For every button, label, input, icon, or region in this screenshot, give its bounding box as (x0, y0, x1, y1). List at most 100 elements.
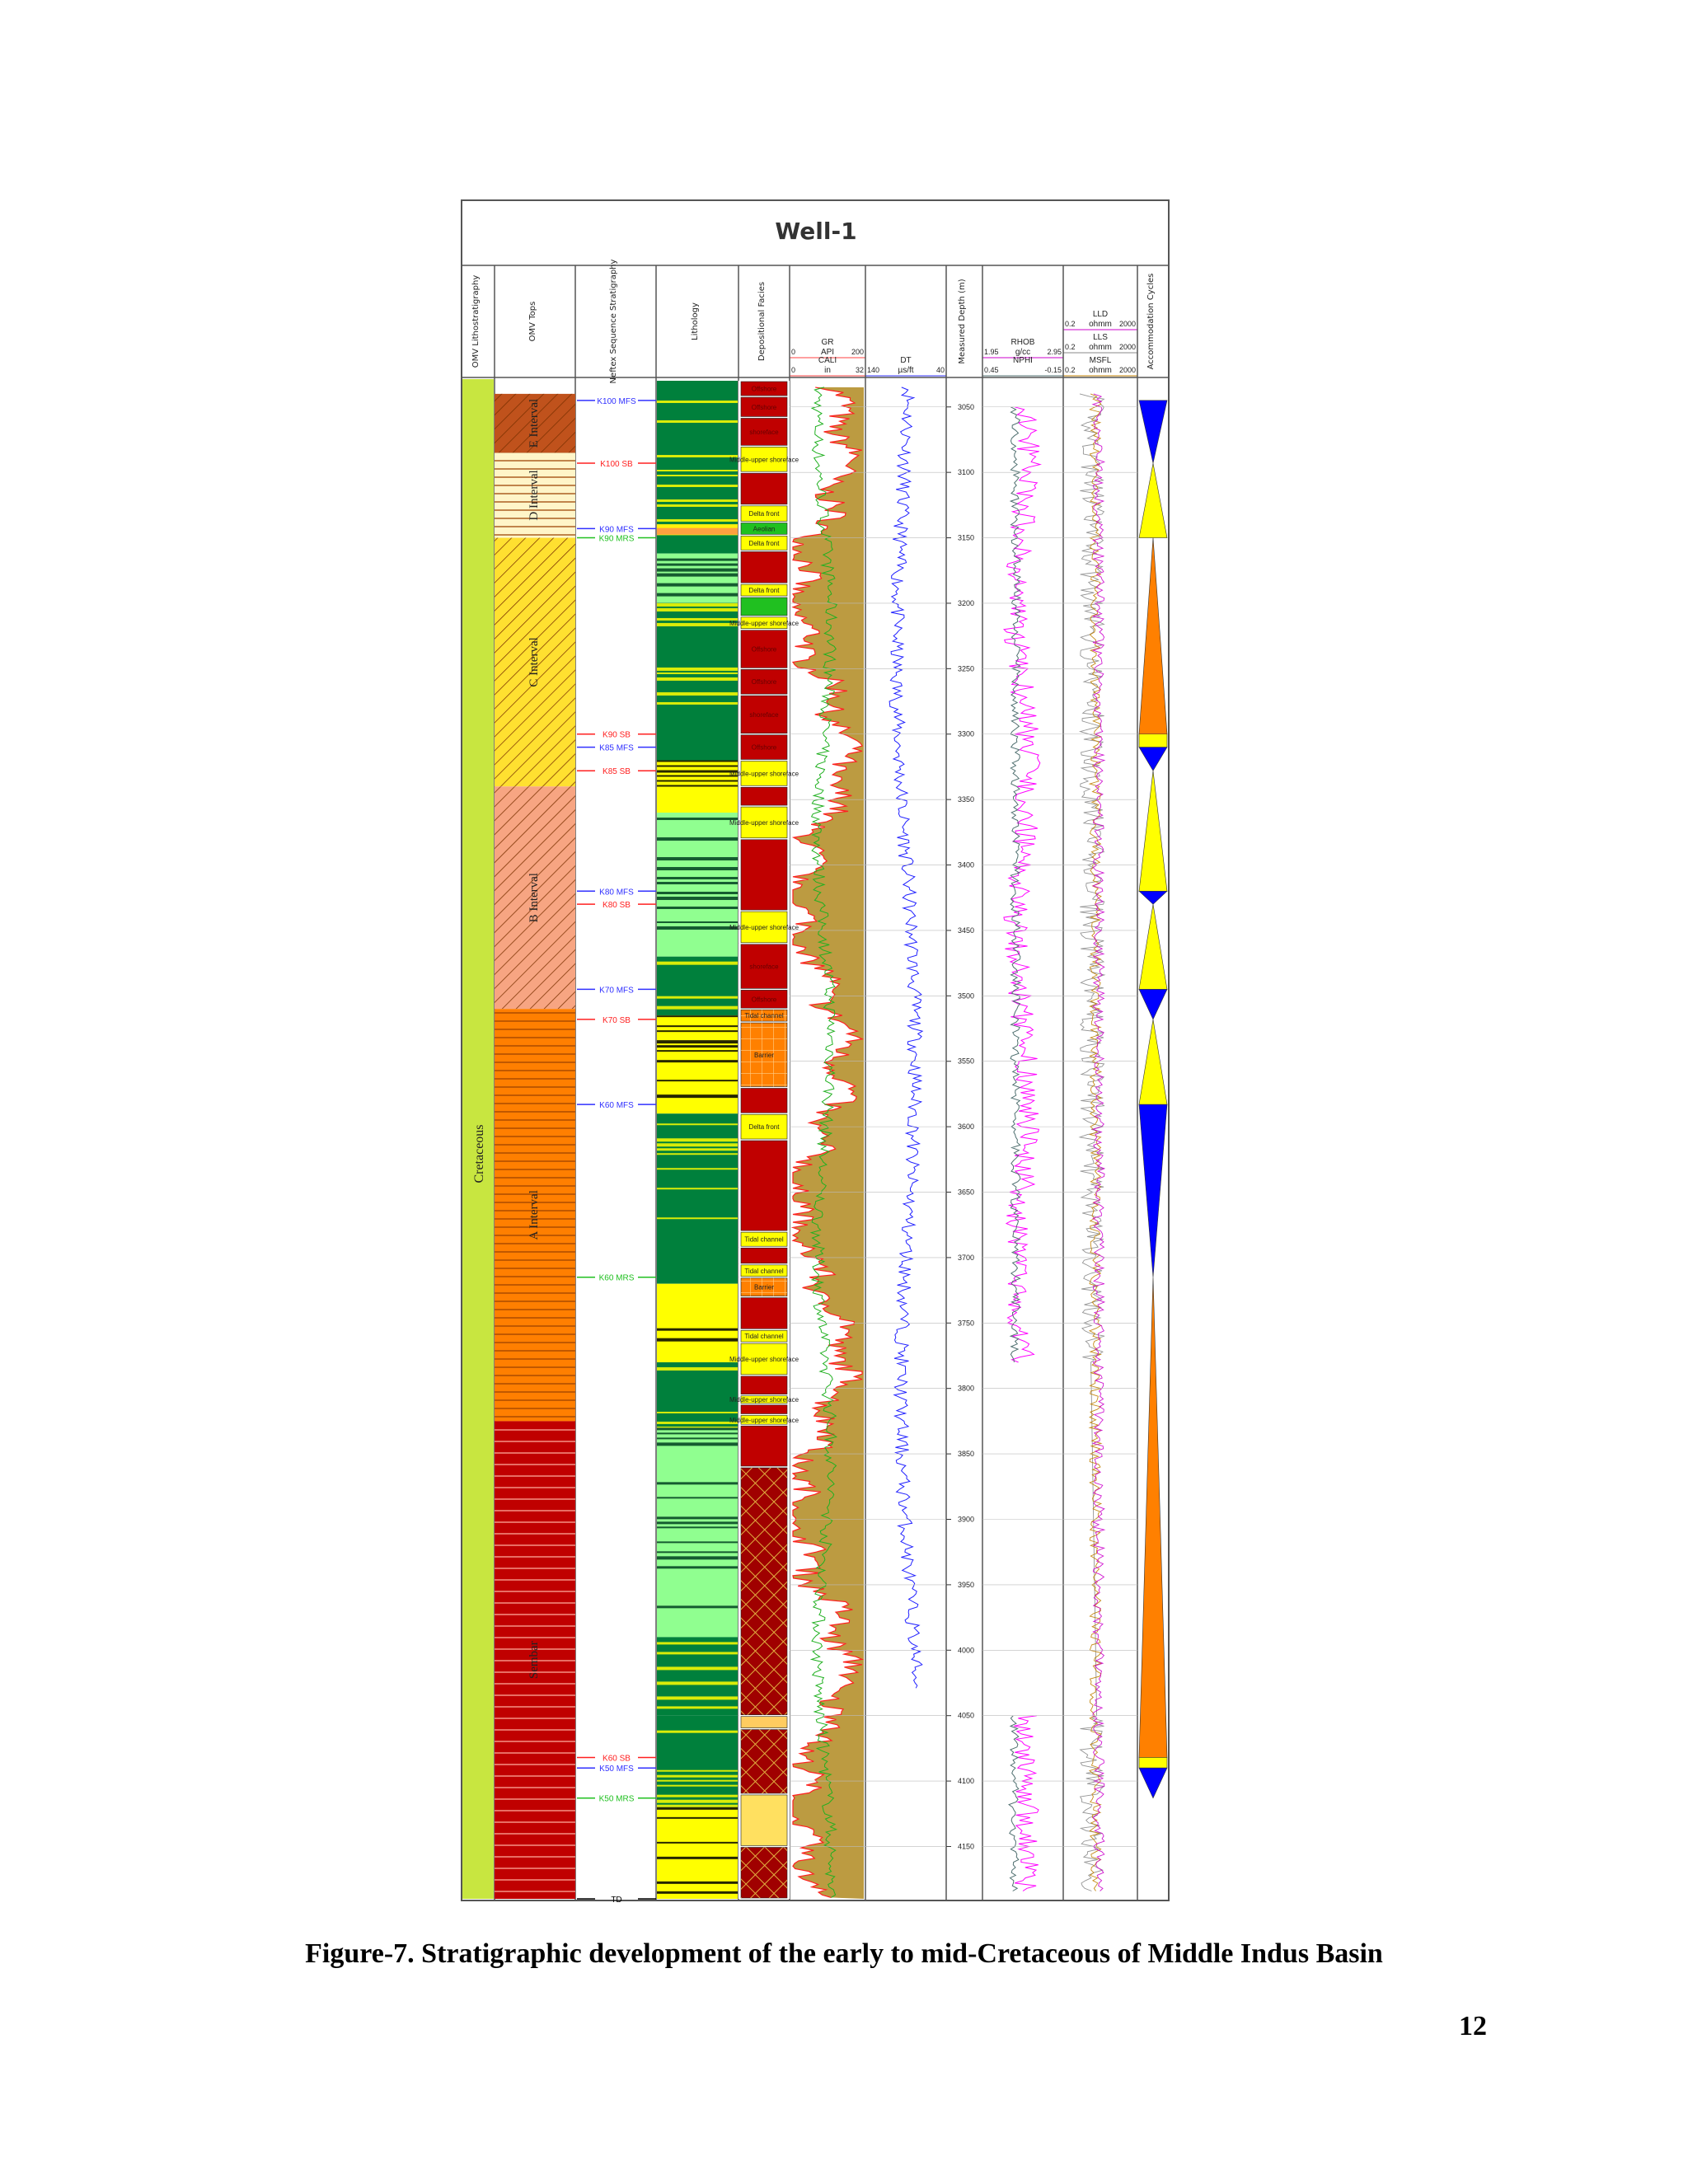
curve-name: LLD (1093, 310, 1108, 319)
omv-interval-label: Sembar (528, 1641, 541, 1679)
accommodation-cycle (1138, 733, 1168, 748)
facies-label: Offshore (752, 996, 777, 1003)
facies-label: Middle-upper shoreface (729, 1417, 799, 1424)
facies-block (740, 1376, 788, 1394)
curve-min: 0.2 (1065, 343, 1076, 351)
facies-block (740, 1140, 788, 1231)
curve-unit: ohmm (1089, 320, 1112, 329)
depth-tick-label: 3050 (958, 403, 974, 411)
facies-block (740, 695, 788, 734)
facies-block (740, 1404, 788, 1414)
facies-label: Middle-upper shoreface (729, 1356, 799, 1363)
track-header: Measured Depth (m) (958, 279, 967, 363)
sequence-top-label: K80 MFS (599, 888, 634, 897)
facies-label: Middle-upper shoreface (729, 819, 799, 827)
curve-max: 200 (851, 348, 864, 356)
depth-tick-label: 3700 (958, 1254, 974, 1262)
track-header: Accommodation Cycles (1146, 274, 1156, 370)
accommodation-cycle (1138, 1757, 1168, 1769)
sequence-top-label: TD (611, 1896, 621, 1905)
depth-tick-label: 3550 (958, 1057, 974, 1066)
facies-block (740, 583, 788, 597)
depth-tick-label: 3400 (958, 861, 974, 869)
sequence-top-label: K70 SB (603, 1016, 631, 1025)
figure-frame (461, 199, 1170, 1901)
facies-block (740, 630, 788, 668)
curve-min: 1.95 (984, 348, 999, 356)
curve-unit: in (824, 366, 831, 375)
facies-label: Tidal channel (744, 1268, 784, 1275)
depth-tick-label: 4050 (958, 1712, 974, 1720)
depth-tick-label: 3850 (958, 1450, 974, 1458)
lithology-block (657, 602, 738, 761)
facies-label: Middle-upper shoreface (729, 1396, 799, 1404)
lithostrat-label: Cretaceous (472, 1124, 486, 1183)
facies-label: Middle-upper shoreface (729, 924, 799, 931)
sequence-top-label: K90 MRS (599, 535, 635, 544)
sequence-top-label: K100 MFS (597, 397, 636, 406)
depth-tick-label: 3150 (958, 534, 974, 542)
facies-block (740, 523, 788, 535)
curve-min: 0 (791, 348, 795, 356)
facies-label: Offshore (752, 678, 777, 686)
track-headers: OMV Lithostratigraphy OMV Tops Neftex Sequ… (471, 259, 1156, 383)
facies-block (740, 669, 788, 695)
facies-label: Barrier (754, 1052, 774, 1059)
depth-tick-label: 3900 (958, 1516, 974, 1524)
depth-tick-label: 3600 (958, 1122, 974, 1131)
curve-name: RHOB (1011, 338, 1035, 347)
curve-name: CALI (818, 356, 837, 365)
facies-block (740, 1113, 788, 1140)
facies-block (740, 911, 788, 944)
curve-name: DT (900, 356, 911, 365)
facies-label: Middle-upper shoreface (729, 456, 799, 463)
omv-interval-pattern (495, 393, 575, 453)
depth-tick-label: 3800 (958, 1385, 974, 1393)
facies-label: Offshore (752, 386, 777, 393)
depth-tick-label: 3200 (958, 599, 974, 607)
lithology-block (657, 1113, 738, 1284)
sequence-top-label: K70 MFS (599, 986, 634, 995)
facies-block (740, 447, 788, 472)
facies-block (740, 418, 788, 446)
omv-interval-label: A Interval (528, 1190, 541, 1240)
facies-label: Tidal channel (744, 1012, 784, 1019)
facies-block (740, 944, 788, 989)
gr-curve (790, 387, 865, 1898)
log-tracks: Cretaceous E Interval D Interval C Interval… (462, 265, 1168, 1905)
lithology-block (657, 1015, 738, 1114)
nphi-curve (1009, 406, 1022, 1362)
facies-label: shoreface (749, 429, 779, 436)
lithology-block (657, 1637, 738, 1716)
curve-min: 0 (791, 366, 795, 374)
omv-interval-pattern (495, 786, 575, 1010)
depth-tick-label: 3100 (958, 468, 974, 476)
curve-max: 40 (936, 366, 945, 374)
sequence-top-label: K85 MFS (599, 744, 634, 753)
sequence-top-label: K60 SB (603, 1755, 631, 1764)
curve-name: GR (822, 338, 834, 347)
curve-min: 140 (867, 366, 879, 374)
omv-interval-label: E Interval (528, 399, 541, 448)
omv-interval-label: B Interval (528, 873, 541, 922)
sequence-top-label: K60 MRS (599, 1274, 635, 1283)
facies-label: Delta front (749, 540, 781, 547)
facies-block (740, 1329, 788, 1343)
figure-title: Well-1 (775, 218, 856, 245)
rhob-curve (1003, 406, 1042, 1363)
sequence-top-label: K85 SB (603, 767, 631, 776)
omv-interval-pattern (495, 537, 575, 787)
facies-label: Aeolian (753, 525, 776, 532)
curve-min: 0.2 (1065, 366, 1076, 374)
depth-tick-label: 3450 (958, 926, 974, 935)
facies-block (740, 1231, 788, 1247)
facies-block (740, 734, 788, 760)
facies-block (740, 839, 788, 911)
omv-interval-pattern (495, 1009, 575, 1422)
curve-max: 2000 (1119, 366, 1136, 374)
facies-block (740, 1088, 788, 1113)
track-header: OMV Tops (528, 302, 537, 342)
facies-label: Delta front (749, 510, 781, 518)
gr-fill (793, 387, 864, 1899)
